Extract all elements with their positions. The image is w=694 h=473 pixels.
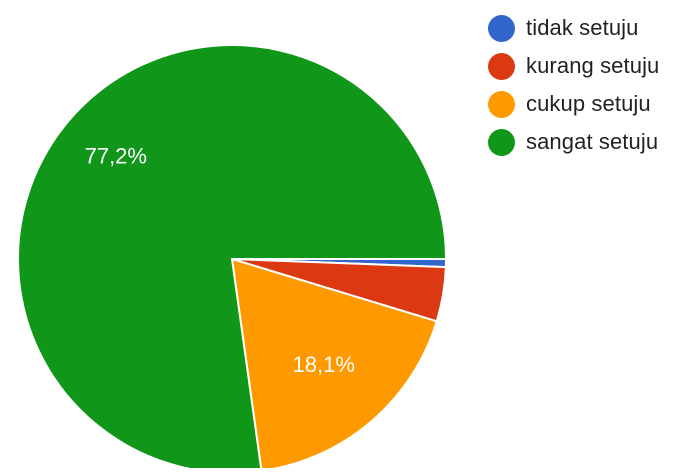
legend-item-kurang-setuju: kurang setuju — [488, 48, 694, 84]
legend-swatch-sangat-setuju — [488, 128, 515, 156]
legend-item-sangat-setuju: sangat setuju — [488, 124, 694, 160]
legend-item-cukup-setuju: cukup setuju — [488, 86, 694, 122]
data-label-cukup-setuju: 18,1% — [293, 352, 355, 377]
legend-label-cukup-setuju: cukup setuju — [526, 91, 651, 116]
pie-slice-cukup-setuju — [231, 258, 438, 472]
data-label-sangat-setuju: 77,2% — [85, 144, 147, 169]
legend-swatch-kurang-setuju — [488, 52, 515, 80]
chart-legend: tidak setuju kurang setuju cukup setuju … — [488, 10, 694, 162]
legend-label-tidak-setuju: tidak setuju — [526, 15, 639, 40]
legend-item-tidak-setuju: tidak setuju — [488, 10, 694, 46]
legend-label-sangat-setuju: sangat setuju — [526, 129, 659, 154]
legend-swatch-tidak-setuju — [488, 14, 515, 42]
pie-slice-sangat-setuju — [17, 44, 447, 473]
legend-label-kurang-setuju: kurang setuju — [526, 53, 660, 78]
legend-swatch-cukup-setuju — [488, 90, 515, 118]
